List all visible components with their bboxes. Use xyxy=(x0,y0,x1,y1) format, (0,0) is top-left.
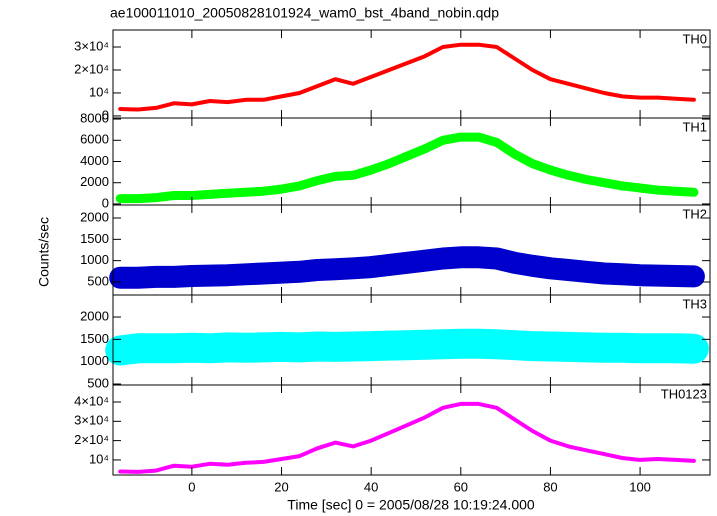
x-tick-label: 100 xyxy=(629,479,651,494)
legend-label: TH0123 xyxy=(661,386,707,401)
y-tick-label: 500 xyxy=(87,375,109,390)
y-tick-label: 500 xyxy=(87,273,109,288)
y-tick-label: 2×10⁴ xyxy=(74,432,109,447)
x-tick-label: 20 xyxy=(274,479,288,494)
data-line xyxy=(118,401,696,474)
y-tick-label: 2000 xyxy=(80,174,109,189)
y-tick-label: 3×10⁴ xyxy=(74,38,109,53)
y-tick-label: 10⁴ xyxy=(89,451,109,466)
y-tick-label: 10⁴ xyxy=(89,84,109,99)
chart-title: ae100011010_20050828101924_wam0_bst_4ban… xyxy=(110,5,499,21)
x-tick-label: 60 xyxy=(454,479,468,494)
y-tick-label: 3×10⁴ xyxy=(74,413,109,428)
y-axis-label: Counts/sec xyxy=(36,217,52,287)
y-tick-label: 0 xyxy=(102,195,109,210)
legend-label: TH1 xyxy=(682,119,707,134)
y-tick-label: 4×10⁴ xyxy=(74,393,109,408)
legend-label: TH3 xyxy=(682,296,707,311)
y-tick-label: 0 xyxy=(102,107,109,122)
y-tick-label: 2000 xyxy=(80,209,109,224)
y-tick-label: 4000 xyxy=(80,153,109,168)
y-tick-label: 1000 xyxy=(80,252,109,267)
legend-label: TH2 xyxy=(682,206,707,221)
data-line xyxy=(118,42,696,112)
y-tick-label: 8000 xyxy=(80,110,109,125)
x-tick-label: 40 xyxy=(364,479,378,494)
x-tick-label: 80 xyxy=(543,479,557,494)
y-tick-label: 6000 xyxy=(80,132,109,147)
data-line xyxy=(109,246,705,289)
panel-frame xyxy=(112,29,711,119)
y-tick-label: 2000 xyxy=(80,308,109,323)
legend-label: TH0 xyxy=(682,31,707,46)
y-tick-label: 1500 xyxy=(80,331,109,346)
y-tick-label: 1000 xyxy=(80,353,109,368)
data-line xyxy=(105,328,709,366)
y-tick-label: 1500 xyxy=(80,231,109,246)
panel-frame xyxy=(112,384,711,476)
y-tick-label: 2×10⁴ xyxy=(74,61,109,76)
x-axis-label: Time [sec] 0 = 2005/08/28 10:19:24.000 xyxy=(287,497,535,513)
data-line xyxy=(115,132,699,204)
x-tick-label: 0 xyxy=(188,479,195,494)
